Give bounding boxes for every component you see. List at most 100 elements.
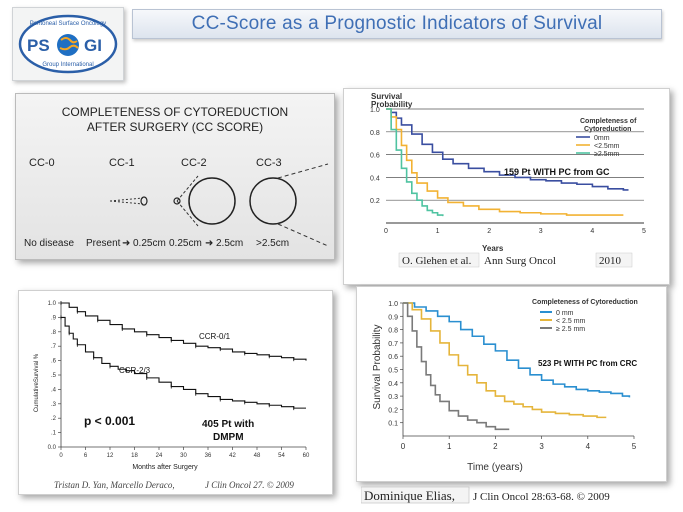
cc-label-0: CC-0 bbox=[29, 157, 55, 169]
globe-icon bbox=[57, 34, 79, 56]
gc-ytick-label: 0.8 bbox=[370, 130, 380, 137]
gc-ytick-label: 1.0 bbox=[370, 107, 380, 114]
ccr-series-line-1 bbox=[61, 316, 306, 409]
gc-legend-title-line2: Cytoreduction bbox=[584, 126, 631, 133]
gc-annotation: 159 Pt WITH PC from GC bbox=[504, 167, 610, 177]
ccr-xtick-label: 30 bbox=[180, 453, 187, 459]
crc-ylabel: Survival Probability bbox=[372, 324, 383, 409]
gc-xlabel: Years bbox=[482, 244, 504, 253]
cc-caption-present: Present bbox=[86, 238, 121, 249]
crc-xtick-label: 3 bbox=[539, 442, 544, 451]
psogi-logo: Peritoneal Surface Oncology PS GI Group … bbox=[18, 14, 118, 74]
gc-ylabel-line2: Probability bbox=[371, 100, 413, 109]
dmpm-survival-chart: CumulativeSurvival % 0.0 .1 .2 .3 .4 .5 .6 .7 .8… bbox=[18, 290, 333, 495]
gc-survival-chart: Survival Probability 0.2 0.4 0.6 0.8 1.0 0 1 2 3… bbox=[343, 88, 670, 285]
gc-series-line-1 bbox=[386, 108, 624, 216]
cc2-nodule-drawing bbox=[173, 175, 236, 227]
title-bar: CC-Score as a Prognostic Indicators of S… bbox=[132, 9, 662, 39]
gc-ytick-label: 0.2 bbox=[370, 198, 380, 205]
ccr-ytick-label: .3 bbox=[51, 402, 57, 408]
ccr-ylabel: CumulativeSurvival % bbox=[34, 353, 40, 412]
ccr-xtick-label: 54 bbox=[278, 453, 285, 459]
crc-ytick-label: 0.4 bbox=[388, 381, 398, 388]
gc-legend-title-line1: Completeness of bbox=[580, 118, 637, 125]
logo-right-letters: GI bbox=[84, 36, 102, 55]
ccr-xtick-label: 18 bbox=[131, 453, 138, 459]
crc-xtick-label: 5 bbox=[632, 442, 637, 451]
crc-ytick-label: 0.8 bbox=[388, 328, 398, 335]
ccr-ytick-label: .4 bbox=[51, 387, 57, 393]
ccr-citation: Tristan D. Yan, Marcello Deraco, bbox=[54, 480, 175, 490]
gc-xtick-label: 0 bbox=[384, 228, 388, 235]
crc-series-line-2 bbox=[403, 302, 510, 431]
slide-title: CC-Score as a Prognostic Indicators of S… bbox=[191, 13, 603, 34]
cc-caption-025: 0.25cm bbox=[133, 238, 166, 249]
gc-legend-label-1: <2.5mm bbox=[594, 143, 620, 150]
crc-ytick-label: 0.3 bbox=[388, 394, 398, 401]
logo-left-letters: PS bbox=[27, 36, 50, 55]
crc-ytick-label: 1.0 bbox=[388, 301, 398, 308]
arrow-right-icon: ➜ bbox=[205, 238, 213, 249]
ccr-xlabel: Months after Surgery bbox=[132, 464, 198, 471]
gc-xtick-label: 4 bbox=[590, 228, 594, 235]
ccr-xtick-label: 48 bbox=[254, 453, 261, 459]
ccr-ytick-label: .6 bbox=[51, 359, 57, 365]
crc-ytick-label: 0.2 bbox=[388, 407, 398, 414]
ccr-xtick-label: 60 bbox=[303, 453, 310, 459]
crc-series-line-0 bbox=[403, 302, 631, 398]
ccr-patients-line2: DMPM bbox=[213, 432, 244, 443]
ccr-ytick-label: .1 bbox=[51, 431, 57, 437]
ccr-xtick-label: 36 bbox=[205, 453, 212, 459]
gc-xtick-label: 2 bbox=[487, 228, 491, 235]
ccr-p-value: p < 0.001 bbox=[84, 414, 135, 428]
crc-legend-title: Completeness of Cytoreduction bbox=[532, 299, 638, 306]
gc-xtick-label: 3 bbox=[539, 228, 543, 235]
gc-xtick-label: 1 bbox=[436, 228, 440, 235]
crc-annotation: 523 Pt WITH PC from CRC bbox=[538, 359, 637, 368]
crc-citation-box: Dominique Elias, J Clin Oncol 28:63-68. … bbox=[360, 486, 665, 506]
cc-caption-25: 2.5cm bbox=[216, 238, 243, 249]
gc-xtick-label: 5 bbox=[642, 228, 646, 235]
cc-label-3: CC-3 bbox=[256, 157, 282, 169]
ccr-xtick-label: 42 bbox=[229, 453, 236, 459]
crc-xtick-label: 0 bbox=[401, 442, 406, 451]
gc-series-line-0 bbox=[386, 108, 629, 191]
crc-xtick-label: 1 bbox=[447, 442, 452, 451]
ccr-ytick-label: 1.0 bbox=[48, 301, 57, 307]
cc-caption-gt25: >2.5cm bbox=[256, 238, 289, 249]
cc1-nodule-drawing bbox=[109, 196, 148, 206]
ccr-xtick-label: 0 bbox=[59, 453, 63, 459]
crc-ytick-label: 0.5 bbox=[388, 368, 398, 375]
cc3-nodule-drawing bbox=[249, 163, 329, 247]
gc-citation-journal: Ann Surg Oncol bbox=[484, 255, 556, 267]
gc-citation-year: 2010 bbox=[599, 255, 622, 267]
logo-top-text: Peritoneal Surface Oncology bbox=[30, 21, 106, 27]
gc-citation-author: O. Glehen et al. bbox=[402, 255, 472, 267]
ccr-series-line-0 bbox=[61, 302, 307, 361]
cc-heading-line2: AFTER SURGERY (CC SCORE) bbox=[87, 120, 263, 134]
gc-ylabel-line1: Survival bbox=[371, 92, 402, 101]
ccr-ytick-label: .9 bbox=[51, 315, 57, 321]
crc-legend-label-2: ≥ 2.5 mm bbox=[556, 326, 585, 333]
crc-ytick-label: 0.6 bbox=[388, 354, 398, 361]
ccr-xtick-label: 12 bbox=[107, 453, 114, 459]
cc-score-diagram: COMPLETENESS OF CYTOREDUCTION AFTER SURG… bbox=[15, 93, 335, 260]
ccr-ytick-label: .8 bbox=[51, 330, 57, 336]
ccr-citation-journal: J Clin Oncol 27. © 2009 bbox=[205, 480, 294, 490]
logo-bottom-text: Group International bbox=[42, 62, 93, 68]
cc-caption-no-disease: No disease bbox=[24, 238, 74, 249]
gc-series-line-2 bbox=[386, 108, 444, 217]
crc-ytick-label: 0.9 bbox=[388, 314, 398, 321]
crc-ytick-label: 0.7 bbox=[388, 341, 398, 348]
crc-citation: Dominique Elias, bbox=[364, 488, 455, 503]
arrow-right-icon: ➜ bbox=[122, 238, 130, 249]
crc-legend-label-0: 0 mm bbox=[556, 310, 574, 317]
gc-ytick-label: 0.4 bbox=[370, 175, 380, 182]
crc-legend-label-1: < 2.5 mm bbox=[556, 318, 586, 325]
ccr-patients-line1: 405 Pt with bbox=[202, 419, 254, 430]
gc-legend-label-2: ≥2.5mm bbox=[594, 151, 619, 158]
crc-citation-journal: J Clin Oncol 28:63-68. © 2009 bbox=[473, 491, 610, 503]
ccr-ytick-label: .2 bbox=[51, 416, 57, 422]
crc-survival-chart: Survival Probability 0.1 0.2 0.3 0.4 0.5 0.6 0… bbox=[356, 286, 667, 482]
ccr-label-0-1: CCR-0/1 bbox=[199, 332, 231, 341]
